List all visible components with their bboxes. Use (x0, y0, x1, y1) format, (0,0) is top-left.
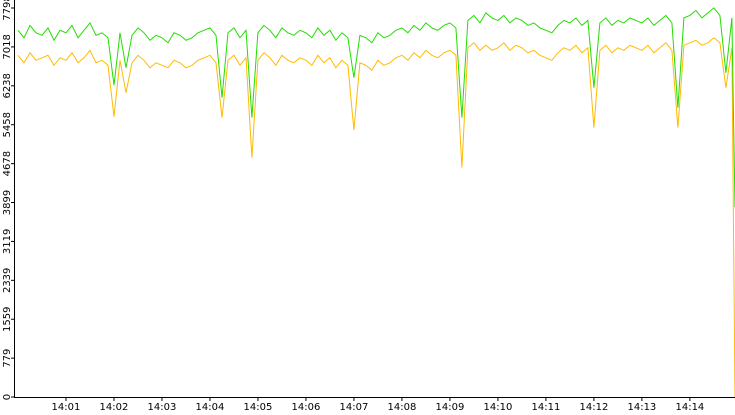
x-tick-label: 14:07 (340, 402, 369, 413)
y-tick-label: 7018 (2, 34, 13, 59)
x-tick-label: 14:09 (436, 402, 465, 413)
x-tick-label: 14:10 (484, 402, 513, 413)
y-tick-label: 6238 (2, 73, 13, 98)
x-tick-label: 14:04 (196, 402, 225, 413)
x-tick-label: 14:11 (531, 402, 560, 413)
x-tick-label: 14:14 (675, 402, 704, 413)
y-tick-label: 0 (2, 394, 13, 400)
x-tick-label: 14:05 (244, 402, 273, 413)
series-line (17, 7, 735, 208)
x-tick-label: 14:08 (388, 402, 417, 413)
y-tick-label: 7798 (2, 0, 13, 21)
y-tick-label: 4678 (2, 151, 13, 176)
y-tick-label: 779 (2, 349, 13, 368)
y-tick-label: 2339 (2, 268, 13, 293)
y-tick-label: 5458 (2, 112, 13, 137)
x-tick-label: 14:06 (292, 402, 321, 413)
series-line (17, 37, 735, 398)
y-tick-label: 3119 (2, 229, 13, 254)
x-tick-label: 14:12 (579, 402, 608, 413)
x-tick-label: 14:02 (100, 402, 129, 413)
x-tick-label: 14:03 (148, 402, 177, 413)
x-tick-label: 14:01 (52, 402, 81, 413)
y-tick-label: 1559 (2, 307, 13, 332)
x-tick-label: 14:13 (627, 402, 656, 413)
y-tick-label: 3899 (2, 190, 13, 215)
